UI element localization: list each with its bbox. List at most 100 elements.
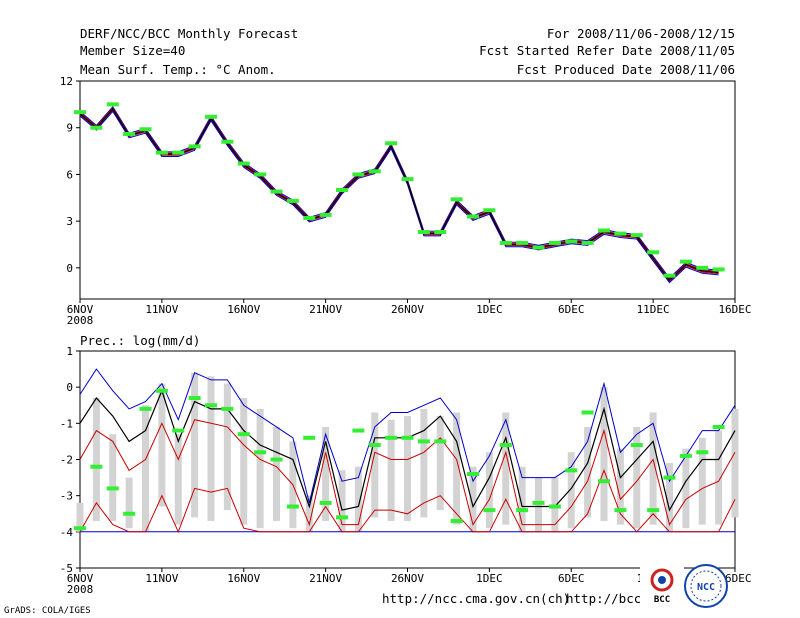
temp-daily-marker	[221, 139, 234, 144]
prec-range-bar	[633, 426, 641, 529]
prec-daily-marker	[90, 464, 103, 469]
prec-upper-spread-line	[79, 368, 736, 504]
prec-daily-marker	[516, 508, 529, 513]
temp-daily-marker	[319, 212, 332, 217]
temp-daily-marker	[450, 197, 463, 202]
prec-daily-marker	[499, 443, 512, 448]
prec-daily-marker	[303, 435, 316, 440]
prec-range-bar	[453, 412, 461, 525]
grads-credit: GrADS: COLA/IGES	[4, 606, 91, 616]
temp-plot-frame	[79, 80, 736, 300]
produced-date: Fcst Produced Date 2008/11/06	[517, 62, 735, 77]
prec-daily-marker	[221, 406, 234, 411]
prec-daily-marker	[74, 526, 86, 531]
prec-range-bar	[125, 477, 133, 529]
figure-title: DERF/NCC/BCC Monthly Forecast	[80, 26, 298, 41]
temp-daily-marker	[106, 102, 119, 107]
ncc-logo: NCC	[684, 564, 728, 608]
prec-y-tick-label: -1	[60, 417, 73, 430]
prec-range-bar	[518, 466, 526, 532]
prec-daily-marker	[467, 471, 479, 476]
prec-x-tick-label: 16NOV	[227, 572, 260, 585]
temp-daily-marker	[630, 233, 643, 238]
temp-x-tick-label: 11DEC	[637, 303, 670, 316]
ncc-logo-text: NCC	[697, 582, 715, 593]
prec-range-bar	[649, 412, 657, 525]
prec-range-bar	[600, 387, 608, 521]
bcc-url-link[interactable]: http://bcc.c	[566, 591, 656, 606]
prec-range-bar	[305, 495, 313, 532]
prec-x-tick-label: 21NOV	[309, 572, 342, 585]
temp-y-tick-label: 12	[60, 75, 73, 88]
refer-date: Fcst Started Refer Date 2008/11/05	[479, 43, 735, 58]
prec-range-bar	[142, 405, 149, 532]
prec-daily-marker	[417, 439, 430, 444]
bcc-logo: BCC	[640, 566, 684, 606]
temp-lower-inner-line	[79, 109, 719, 283]
temp-upper-inner-line	[79, 107, 719, 280]
temp-ensemble-mean-line	[79, 107, 719, 282]
temp-upper-spread-line	[79, 105, 719, 279]
temperature-chart: 0 3 6 9 12 6NOV 11NOV 16NOV 21NOV 26NOV 1DEC 6DEC 11…	[60, 75, 752, 327]
temp-daily-marker	[74, 110, 86, 115]
temp-daily-marker	[598, 228, 610, 233]
prec-range-bar	[338, 470, 346, 532]
temp-daily-marker	[352, 172, 365, 177]
prec-daily-marker	[532, 500, 545, 505]
prec-range-bar	[109, 434, 117, 521]
temp-daily-marker	[123, 131, 136, 136]
prec-daily-marker	[598, 479, 610, 484]
temp-daily-marker	[172, 150, 185, 155]
temp-x-tick-label: 11NOV	[145, 303, 178, 316]
prec-daily-marker	[434, 439, 447, 444]
temp-daily-marker	[467, 214, 479, 219]
precip-title: Prec.: log(mm/d)	[80, 333, 200, 348]
prec-range-bar	[485, 452, 493, 529]
ncc-url-link[interactable]: http://ncc.cma.gov.cn(ch)	[382, 591, 570, 606]
prec-daily-marker	[270, 457, 283, 462]
temp-x-tick-label: 26NOV	[391, 303, 424, 316]
temp-daily-marker	[303, 216, 316, 221]
temp-daily-marker	[90, 125, 103, 130]
variable-label: Mean Surf. Temp.: °C Anom.	[80, 62, 276, 77]
temp-daily-marker	[139, 127, 152, 132]
temp-x-tick-label: 21NOV	[309, 303, 342, 316]
prec-range-bar	[616, 448, 624, 525]
temp-daily-marker	[565, 239, 578, 244]
temp-daily-marker	[548, 240, 561, 245]
prec-range-bar	[273, 426, 280, 521]
temp-daily-marker	[499, 240, 512, 245]
temp-x-tick-label: 16DEC	[718, 303, 751, 316]
prec-daily-marker	[679, 453, 692, 458]
temp-daily-marker	[434, 230, 447, 235]
prec-daily-marker	[336, 515, 348, 520]
forecast-period: For 2008/11/06-2008/12/15	[547, 26, 735, 41]
prec-range-bar	[387, 419, 395, 521]
prec-daily-marker	[106, 486, 119, 491]
temp-daily-marker	[336, 188, 348, 192]
prec-range-bar	[158, 383, 166, 507]
prec-daily-marker	[352, 428, 365, 433]
temp-daily-marker	[401, 177, 414, 182]
temp-daily-marker	[417, 230, 430, 235]
prec-daily-marker	[565, 468, 578, 473]
prec-daily-marker	[123, 511, 136, 516]
temp-daily-marker	[155, 150, 168, 155]
prec-daily-marker	[581, 410, 594, 415]
prec-daily-marker	[712, 424, 725, 429]
temp-daily-marker	[270, 189, 283, 194]
prec-range-bar	[584, 426, 592, 518]
temp-daily-marker	[205, 114, 217, 119]
prec-range-bar	[436, 416, 444, 511]
prec-range-bar	[698, 437, 706, 525]
prec-range-bar	[731, 408, 739, 518]
prec-daily-marker	[205, 403, 217, 408]
prec-year-label: 2008	[67, 583, 94, 596]
temp-daily-marker	[532, 245, 545, 250]
temp-daily-marker	[254, 172, 267, 177]
prec-range-bar	[256, 408, 264, 529]
prec-range-bar	[223, 383, 231, 511]
prec-daily-marker	[155, 388, 168, 393]
prec-y-tick-label: 1	[66, 345, 73, 358]
